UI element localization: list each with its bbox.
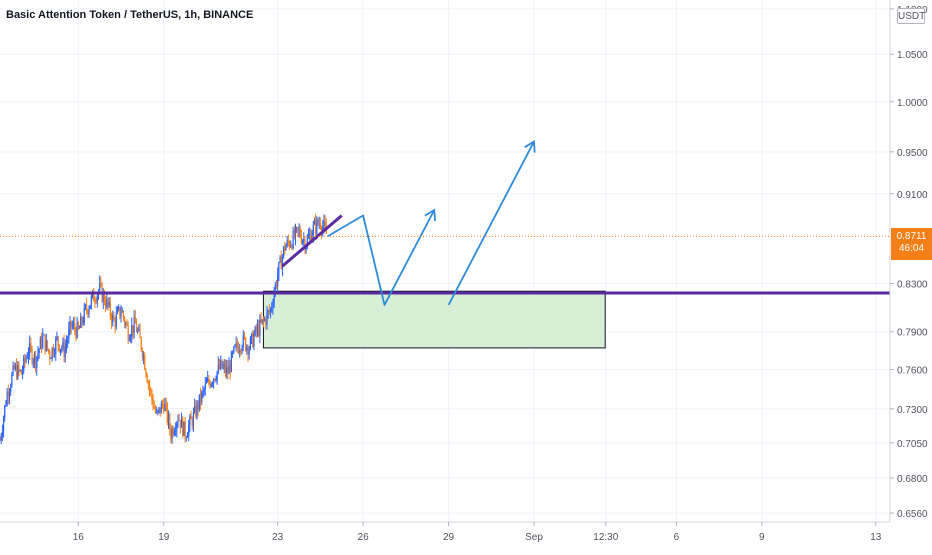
last-price-value: 0.8711 [896,231,927,242]
y-tick-label: 0.7300 [897,405,928,416]
x-tick-label: 12:30 [593,532,618,543]
y-tick-label: 0.9100 [897,190,928,201]
drawings [0,140,890,306]
time-axis[interactable]: 16 19 23 26 29 Sep 12:30 6 9 13 [73,522,882,543]
x-tick-label: 26 [358,532,370,543]
projection-arrow-2 [447,141,535,306]
last-price-tag: 0.8711 46:04 [891,228,932,260]
x-tick-label: 19 [158,532,170,543]
y-tick-label: 0.9500 [897,148,928,159]
y-tick-label: 0.6560 [897,509,928,520]
x-tick-label: 23 [272,532,284,543]
y-tick-label: 0.7900 [897,328,928,339]
currency-badge[interactable]: USDT [897,8,925,24]
demand-zone-rect [262,290,606,349]
y-tick-label: 1.0000 [897,98,928,109]
x-tick-label: 29 [443,532,455,543]
x-tick-label: 6 [674,532,680,543]
y-tick-label: 0.7600 [897,365,928,376]
trend-line [281,214,343,268]
x-tick-label: 16 [73,532,85,543]
x-tick-label: Sep [525,532,543,543]
y-tick-label: 1.0500 [897,50,928,61]
demand-zone [262,290,606,349]
x-tick-label: 9 [759,532,765,543]
projection-arrow-1 [327,209,436,306]
last-price-countdown: 46:04 [898,243,925,254]
x-tick-label: 13 [870,532,882,543]
price-axis[interactable]: 1.10001.05001.00000.95000.91000.83000.79… [890,5,928,520]
y-tick-label: 0.8300 [897,280,928,291]
projection-arrow-1-head [424,208,436,222]
projection-arrow-2-head [524,140,536,153]
chart-title: Basic Attention Token / TetherUS, 1h, BI… [6,9,254,21]
y-tick-label: 0.7050 [897,439,928,450]
grid [0,0,890,522]
y-tick-label: 0.6800 [897,474,928,485]
